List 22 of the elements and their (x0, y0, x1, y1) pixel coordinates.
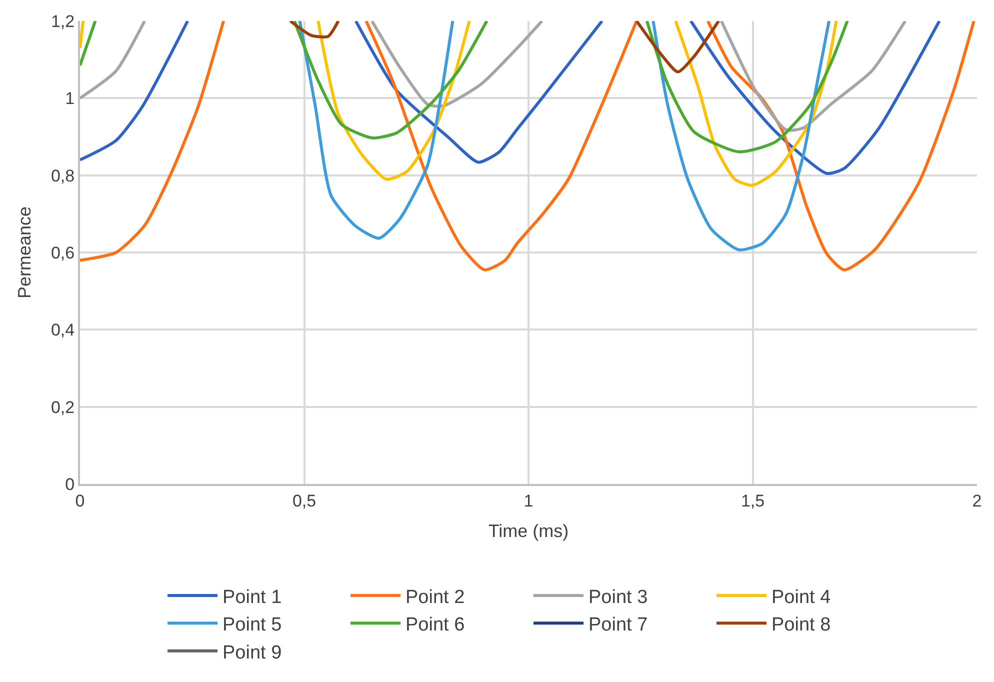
legend-label: Point 7 (588, 614, 648, 636)
legend-label: Point 6 (406, 614, 465, 636)
y-tick-label: 0 (65, 474, 75, 494)
x-axis-title: Time (ms) (488, 521, 569, 541)
legend-label: Point 9 (222, 642, 282, 664)
legend-label: Point 5 (222, 614, 282, 636)
y-tick-label: 1,2 (50, 12, 75, 31)
legend-label: Point 3 (588, 586, 648, 608)
legend-label: Point 4 (772, 586, 832, 608)
y-axis-title: Permeance (14, 206, 35, 299)
y-tick-label: 0,8 (50, 166, 75, 186)
y-tick-label: 0,6 (50, 243, 75, 262)
legend-label: Point 2 (406, 586, 465, 608)
x-tick-label: 2 (972, 491, 982, 510)
x-tick-label: 0,5 (292, 491, 316, 510)
y-tick-label: 1 (65, 89, 75, 108)
y-tick-label: 0,4 (50, 320, 75, 340)
y-tick-label: 0,2 (50, 398, 75, 417)
x-tick-label: 1 (524, 491, 534, 510)
legend-label: Point 8 (772, 614, 831, 636)
x-tick-label: 1,5 (740, 491, 765, 510)
legend-label: Point 1 (222, 586, 282, 608)
